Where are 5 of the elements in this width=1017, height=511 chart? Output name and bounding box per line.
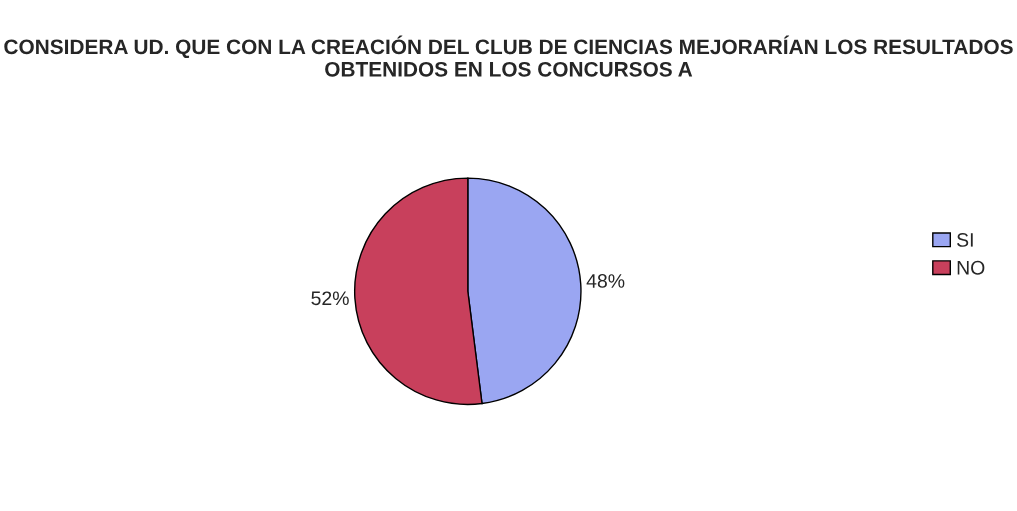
chart-title: CONSIDERA UD. QUE CON LA CREACIÓN DEL CLUB DE CIENCIAS MEJORARÍAN LOS RESULTADOS OBTENIDOS EN LOS CONCURSOS A (4, 35, 1013, 77)
legend-label: SI (957, 233, 973, 247)
data-label: 48% (586, 274, 625, 288)
data-label: 52% (311, 291, 349, 306)
legend-label: NO (957, 260, 985, 275)
